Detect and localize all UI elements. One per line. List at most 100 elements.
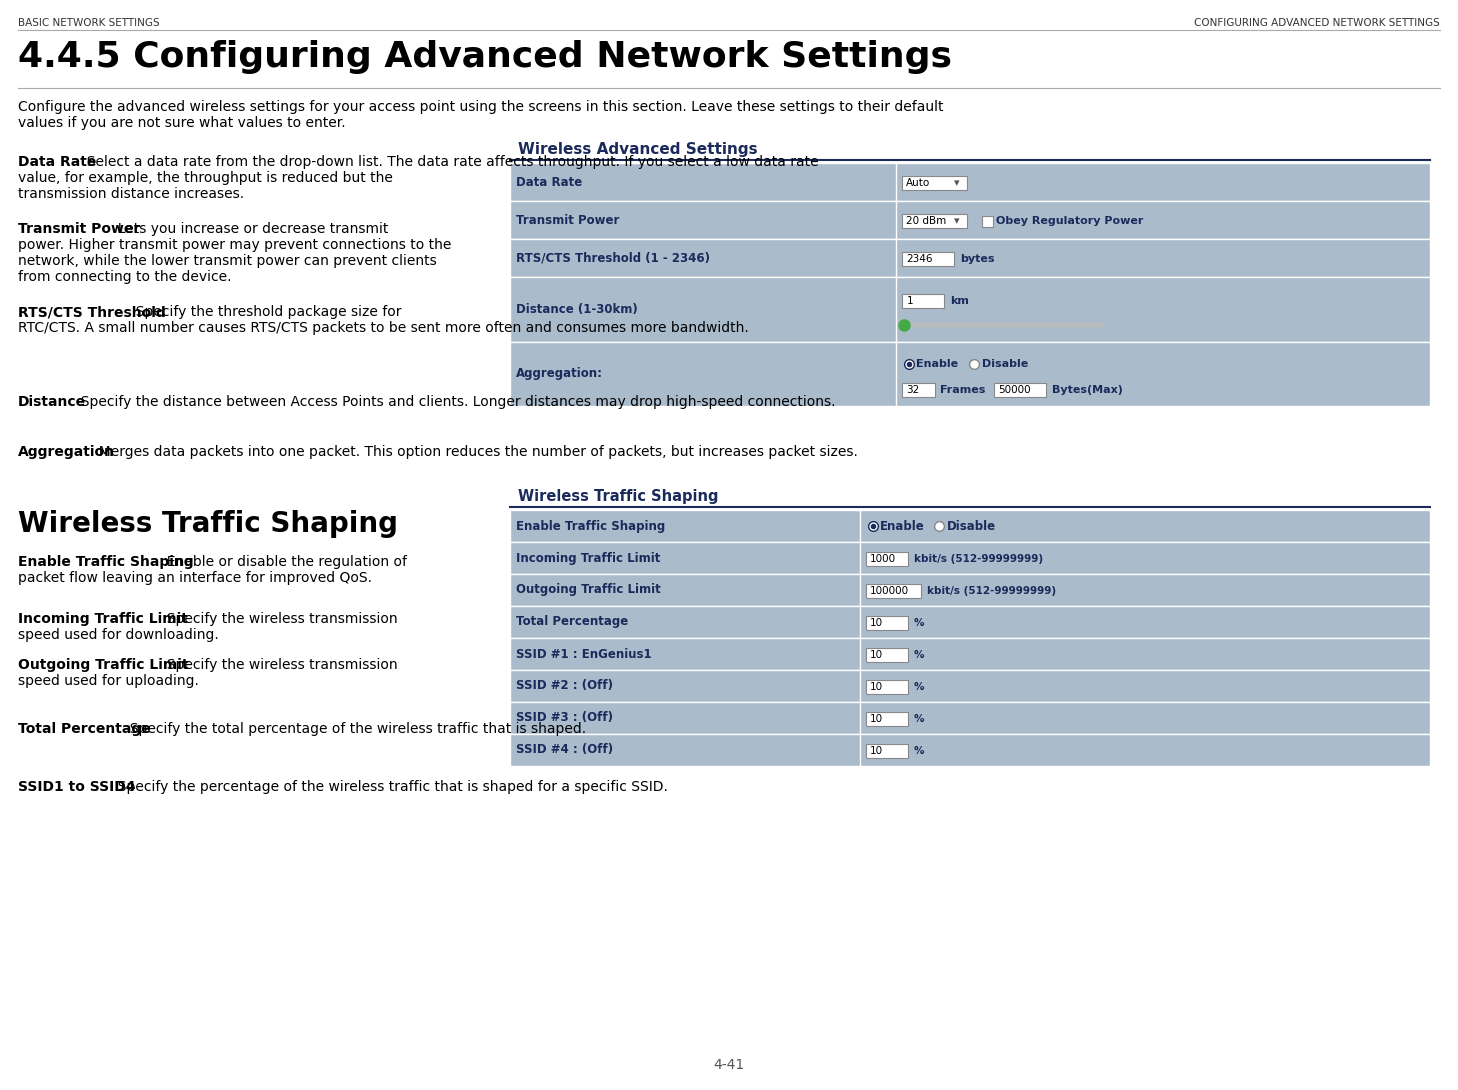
Text: 20 dBm: 20 dBm xyxy=(907,216,946,226)
Text: from connecting to the device.: from connecting to the device. xyxy=(17,270,232,284)
Text: ▾: ▾ xyxy=(955,178,959,187)
Text: SSID #1 : EnGenius1: SSID #1 : EnGenius1 xyxy=(516,647,652,661)
Text: 1000: 1000 xyxy=(869,554,895,564)
Text: %: % xyxy=(914,618,924,628)
Text: Outgoing Traffic Limit: Outgoing Traffic Limit xyxy=(516,583,660,596)
Text: Wireless Advanced Settings: Wireless Advanced Settings xyxy=(518,142,758,157)
Text: transmission distance increases.: transmission distance increases. xyxy=(17,187,243,201)
Text: Transmit Power: Transmit Power xyxy=(17,222,140,237)
Bar xyxy=(510,638,1430,670)
Text: Data Rate: Data Rate xyxy=(516,175,582,189)
Text: value, for example, the throughput is reduced but the: value, for example, the throughput is re… xyxy=(17,171,392,185)
Text: 4-41: 4-41 xyxy=(713,1058,745,1071)
Text: Incoming Traffic Limit: Incoming Traffic Limit xyxy=(17,611,188,626)
Text: Enable: Enable xyxy=(917,360,958,370)
FancyBboxPatch shape xyxy=(903,252,955,266)
Text: Enable: Enable xyxy=(879,520,924,533)
Text: Data Rate: Data Rate xyxy=(17,155,96,169)
Text: Distance (1-30km): Distance (1-30km) xyxy=(516,303,637,316)
Bar xyxy=(510,164,1430,201)
Text: Wireless Traffic Shaping: Wireless Traffic Shaping xyxy=(518,489,719,504)
Text: Frames: Frames xyxy=(940,385,986,395)
Text: Aggregation: Aggregation xyxy=(17,445,115,459)
Bar xyxy=(510,574,1430,606)
Text: ▾: ▾ xyxy=(955,216,959,226)
Text: Obey Regulatory Power: Obey Regulatory Power xyxy=(996,216,1143,226)
Text: Disable: Disable xyxy=(946,520,996,533)
Text: Enable Traffic Shaping: Enable Traffic Shaping xyxy=(17,555,194,569)
FancyBboxPatch shape xyxy=(903,214,968,228)
Text: 10: 10 xyxy=(869,714,882,724)
Bar xyxy=(510,606,1430,638)
FancyBboxPatch shape xyxy=(903,175,968,190)
Text: Bytes(Max): Bytes(Max) xyxy=(1053,385,1123,395)
Bar xyxy=(510,277,1430,341)
Text: Aggregation:: Aggregation: xyxy=(516,367,604,380)
Text: network, while the lower transmit power can prevent clients: network, while the lower transmit power … xyxy=(17,254,437,268)
Text: packet flow leaving an interface for improved QoS.: packet flow leaving an interface for imp… xyxy=(17,571,372,585)
Text: Transmit Power: Transmit Power xyxy=(516,214,620,227)
Text: km: km xyxy=(951,295,970,305)
Text: speed used for downloading.: speed used for downloading. xyxy=(17,628,219,642)
Text: Enable Traffic Shaping: Enable Traffic Shaping xyxy=(516,520,665,533)
FancyBboxPatch shape xyxy=(866,647,907,662)
Text: %: % xyxy=(914,746,924,756)
FancyBboxPatch shape xyxy=(983,216,993,227)
Bar xyxy=(510,542,1430,574)
Bar xyxy=(510,734,1430,766)
Text: bytes: bytes xyxy=(961,254,994,264)
Text: %: % xyxy=(914,714,924,724)
Text: Select a data rate from the drop-down list. The data rate affects throughput. If: Select a data rate from the drop-down li… xyxy=(77,155,818,169)
Text: Specify the distance between Access Points and clients. Longer distances may dro: Specify the distance between Access Poin… xyxy=(71,395,835,409)
Text: Merges data packets into one packet. This option reduces the number of packets, : Merges data packets into one packet. Thi… xyxy=(90,445,859,459)
Text: %: % xyxy=(914,650,924,661)
FancyBboxPatch shape xyxy=(866,584,920,598)
FancyBboxPatch shape xyxy=(866,712,907,726)
FancyBboxPatch shape xyxy=(866,744,907,758)
Text: 10: 10 xyxy=(869,650,882,661)
FancyBboxPatch shape xyxy=(866,552,907,566)
Text: Specify the total percentage of the wireless traffic that is shaped.: Specify the total percentage of the wire… xyxy=(121,722,586,736)
Text: Total Percentage: Total Percentage xyxy=(17,722,150,736)
Text: 1: 1 xyxy=(907,295,913,305)
Text: 2346: 2346 xyxy=(907,254,933,264)
Text: RTC/CTS. A small number causes RTS/CTS packets to be sent more often and consume: RTC/CTS. A small number causes RTS/CTS p… xyxy=(17,320,749,335)
Text: Disable: Disable xyxy=(983,360,1029,370)
Text: 10: 10 xyxy=(869,618,882,628)
FancyBboxPatch shape xyxy=(903,293,945,307)
Text: SSID #4 : (Off): SSID #4 : (Off) xyxy=(516,743,614,756)
Text: Specify the threshold package size for: Specify the threshold package size for xyxy=(127,305,402,319)
Text: Configure the advanced wireless settings for your access point using the screens: Configure the advanced wireless settings… xyxy=(17,100,943,130)
Text: Auto: Auto xyxy=(907,178,930,187)
Bar xyxy=(510,510,1430,542)
Text: Wireless Traffic Shaping: Wireless Traffic Shaping xyxy=(17,510,398,538)
Text: 10: 10 xyxy=(869,746,882,756)
Text: SSID #3 : (Off): SSID #3 : (Off) xyxy=(516,712,612,725)
Text: Total Percentage: Total Percentage xyxy=(516,616,628,629)
Text: SSID #2 : (Off): SSID #2 : (Off) xyxy=(516,679,612,692)
Text: %: % xyxy=(914,682,924,692)
Text: Distance: Distance xyxy=(17,395,86,409)
Text: Enable or disable the regulation of: Enable or disable the regulation of xyxy=(159,555,407,569)
Bar xyxy=(510,201,1430,239)
Text: 4.4.5 Configuring Advanced Network Settings: 4.4.5 Configuring Advanced Network Setti… xyxy=(17,40,952,74)
Text: kbit/s (512-99999999): kbit/s (512-99999999) xyxy=(927,586,1056,596)
Text: 32: 32 xyxy=(907,385,920,395)
Text: Specify the percentage of the wireless traffic that is shaped for a specific SSI: Specify the percentage of the wireless t… xyxy=(109,780,668,794)
Text: Incoming Traffic Limit: Incoming Traffic Limit xyxy=(516,552,660,565)
Text: speed used for uploading.: speed used for uploading. xyxy=(17,674,198,688)
Bar xyxy=(510,702,1430,734)
Text: Specify the wireless transmission: Specify the wireless transmission xyxy=(159,658,398,673)
Bar xyxy=(510,239,1430,277)
Bar xyxy=(510,341,1430,407)
Text: 100000: 100000 xyxy=(869,586,908,596)
Text: BASIC NETWORK SETTINGS: BASIC NETWORK SETTINGS xyxy=(17,19,159,28)
Text: RTS/CTS Threshold (1 - 2346): RTS/CTS Threshold (1 - 2346) xyxy=(516,252,710,265)
FancyBboxPatch shape xyxy=(866,616,907,630)
Text: power. Higher transmit power may prevent connections to the: power. Higher transmit power may prevent… xyxy=(17,238,452,252)
FancyBboxPatch shape xyxy=(994,383,1047,397)
Bar xyxy=(510,670,1430,702)
Text: 50000: 50000 xyxy=(999,385,1031,395)
Text: Outgoing Traffic Limit: Outgoing Traffic Limit xyxy=(17,658,188,673)
Text: CONFIGURING ADVANCED NETWORK SETTINGS: CONFIGURING ADVANCED NETWORK SETTINGS xyxy=(1194,19,1441,28)
